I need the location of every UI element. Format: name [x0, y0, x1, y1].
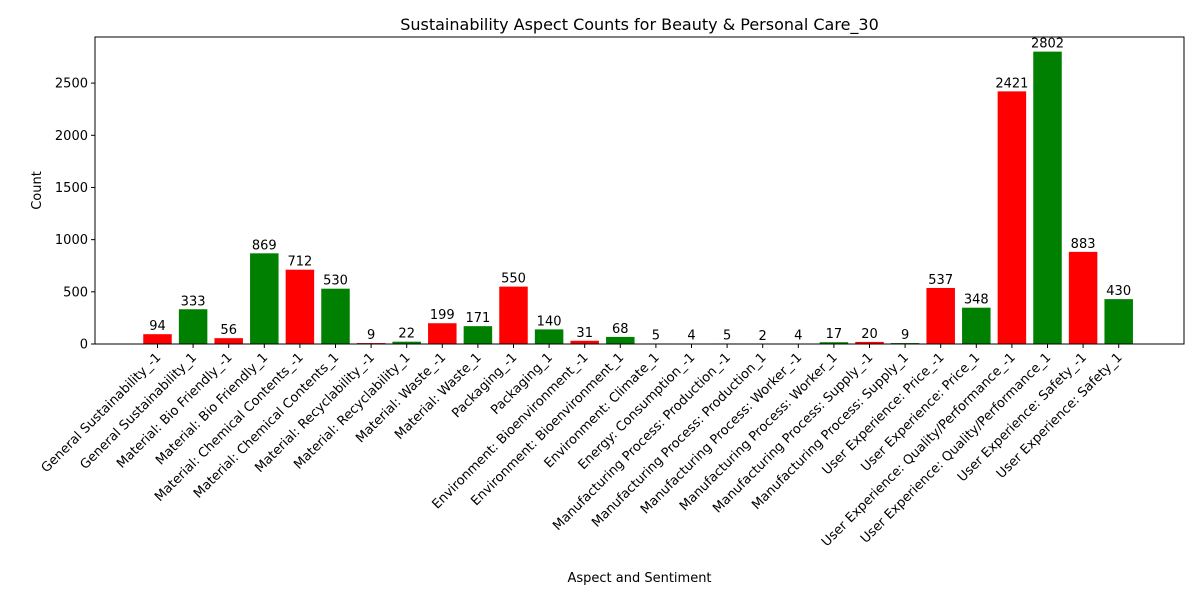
bar-value-label: 5	[652, 328, 660, 343]
bar	[570, 340, 599, 344]
bar-value-label: 9	[367, 328, 375, 343]
bar-value-label: 4	[794, 329, 802, 344]
bar-value-label: 537	[928, 273, 953, 288]
bar-value-label: 430	[1106, 284, 1131, 299]
y-tick-label: 500	[63, 285, 88, 300]
bar	[997, 91, 1027, 345]
bar-value-label: 56	[220, 323, 237, 338]
bar	[926, 287, 955, 344]
bar	[499, 286, 528, 344]
bar-value-label: 9	[901, 328, 909, 343]
bar-value-label: 171	[465, 311, 490, 326]
bar-value-label: 17	[826, 327, 843, 342]
bar-value-label: 68	[612, 322, 629, 337]
bar-value-label: 2421	[995, 76, 1028, 91]
bar	[392, 341, 421, 344]
y-tick-label: 1000	[55, 233, 88, 248]
bar-value-label: 712	[287, 255, 312, 270]
y-axis-label: Count	[30, 171, 45, 210]
bar-value-label: 94	[149, 319, 166, 334]
bar-value-label: 5	[723, 328, 731, 343]
bar-value-label: 333	[181, 294, 206, 309]
bar	[463, 326, 493, 344]
bar-value-label: 199	[430, 308, 455, 323]
bar	[606, 336, 635, 344]
bar	[143, 334, 172, 344]
bar	[428, 323, 457, 344]
bar	[321, 288, 350, 344]
bar	[214, 338, 243, 344]
bar-value-label: 348	[964, 293, 989, 308]
bar-value-label: 550	[501, 272, 526, 287]
bar	[1033, 51, 1062, 345]
y-tick-label: 2000	[55, 129, 88, 144]
bar	[1104, 299, 1133, 344]
bar-value-label: 530	[323, 274, 348, 289]
bar-value-label: 4	[687, 329, 695, 344]
bar	[285, 269, 315, 344]
bar-value-label: 2802	[1031, 37, 1064, 52]
bar-value-label: 31	[576, 326, 593, 341]
y-tick-label: 0	[80, 338, 88, 353]
bar-value-label: 140	[537, 314, 562, 329]
bar	[1068, 251, 1098, 344]
y-tick-label: 2500	[55, 77, 88, 92]
x-axis-label: Aspect and Sentiment	[567, 571, 711, 586]
bar	[178, 309, 208, 344]
bar	[250, 253, 279, 344]
bar	[534, 329, 564, 344]
bar	[819, 342, 849, 344]
bar-value-label: 2	[759, 329, 767, 344]
bar-value-label: 883	[1071, 237, 1096, 252]
bar-value-label: 20	[861, 327, 878, 342]
bar-value-label: 22	[398, 327, 415, 342]
bar	[962, 307, 991, 344]
bar-value-label: 869	[252, 238, 277, 253]
y-tick-label: 1500	[55, 181, 88, 196]
plot-frame	[94, 36, 1185, 345]
bar	[855, 341, 884, 344]
chart-title: Sustainability Aspect Counts for Beauty …	[400, 15, 879, 35]
y-axis: 0 500 1000 1500 2000 2500	[55, 77, 95, 353]
